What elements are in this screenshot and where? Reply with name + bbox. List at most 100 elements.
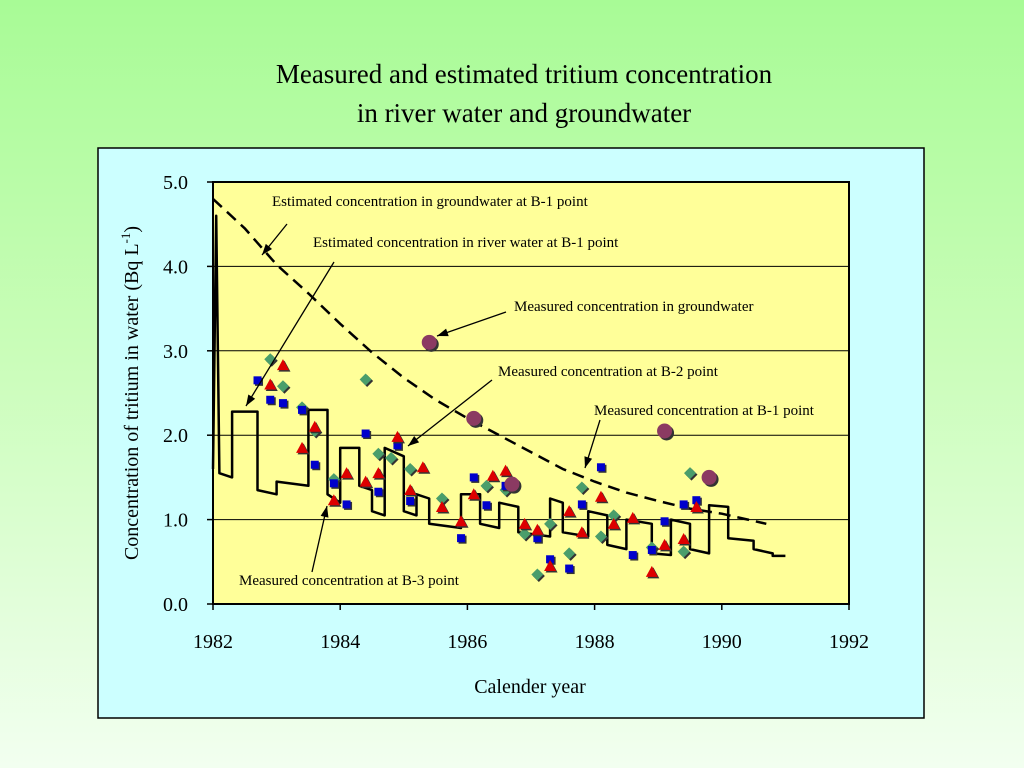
b2-point-marker bbox=[679, 500, 688, 509]
groundwater-point-marker bbox=[466, 410, 482, 426]
x-tick-label: 1992 bbox=[829, 631, 869, 653]
b2-point-marker bbox=[278, 399, 287, 408]
estimated-groundwater-line bbox=[212, 197, 767, 526]
b3-point-marker bbox=[677, 533, 690, 545]
estimated-river-line bbox=[211, 214, 786, 558]
y-tick-label: 2.0 bbox=[163, 425, 188, 447]
leader-arrowhead bbox=[584, 456, 593, 468]
b3-point-marker bbox=[518, 517, 531, 529]
y-tick-label: 0.0 bbox=[163, 594, 188, 616]
b2-point-marker bbox=[310, 460, 319, 469]
b3-point-marker bbox=[594, 490, 607, 502]
y-axis-label-close: ) bbox=[121, 226, 143, 233]
annotation-b3: Measured concentration at B-3 point bbox=[239, 573, 460, 589]
b2-point-marker bbox=[253, 376, 262, 385]
b3-point-marker bbox=[486, 469, 499, 481]
b1-point-marker bbox=[607, 509, 620, 522]
b3-point-marker bbox=[455, 515, 468, 527]
b3-point-marker bbox=[563, 505, 576, 517]
x-tick-label: 1982 bbox=[193, 631, 233, 653]
b3-point-marker bbox=[645, 565, 658, 577]
b2-point-marker bbox=[457, 534, 466, 543]
b3-point-marker bbox=[372, 467, 385, 479]
b3-point-marker bbox=[575, 526, 588, 538]
y-tick-label: 1.0 bbox=[163, 510, 188, 532]
b2-point-marker bbox=[692, 496, 701, 505]
b2-point-marker bbox=[393, 441, 402, 450]
b2-point-marker bbox=[647, 545, 656, 554]
b2-point-marker bbox=[469, 473, 478, 482]
leader-line bbox=[311, 505, 328, 573]
b1-point-marker bbox=[594, 530, 607, 543]
b2-point-marker bbox=[361, 429, 370, 438]
b2-point-marker bbox=[406, 497, 415, 506]
b1-point-marker bbox=[684, 467, 696, 480]
chart-title-line-2: in river water and groundwater bbox=[356, 98, 692, 128]
x-tick-label: 1990 bbox=[702, 631, 742, 653]
b1-point-marker bbox=[435, 492, 448, 505]
b1-point-marker bbox=[404, 462, 417, 475]
groundwater-point-marker bbox=[701, 469, 717, 485]
annotation-leaders bbox=[245, 223, 601, 573]
annotation-meas-groundwater: Measured concentration in groundwater bbox=[514, 299, 754, 315]
annotation-est-groundwater: Estimated concentration in groundwater a… bbox=[272, 194, 589, 210]
y-tick-label: 4.0 bbox=[163, 256, 188, 278]
b3-point-marker bbox=[404, 484, 417, 496]
leader-line bbox=[245, 261, 335, 407]
b3-point-marker bbox=[391, 430, 404, 442]
b3-point-marker bbox=[308, 420, 321, 432]
b3-point-marker bbox=[435, 500, 448, 512]
b2-point-marker bbox=[266, 395, 275, 404]
y-axis-label-sup: -1 bbox=[118, 233, 133, 244]
x-tick-label: 1984 bbox=[320, 631, 360, 653]
b1-point-marker bbox=[518, 527, 531, 540]
b2-point-marker bbox=[565, 564, 574, 573]
b3-point-marker bbox=[690, 500, 703, 512]
y-tick-label: 5.0 bbox=[163, 172, 188, 194]
x-tick-label: 1986 bbox=[447, 631, 487, 653]
b1-point-marker bbox=[677, 545, 690, 558]
annotation-b1: Measured concentration at B-1 point bbox=[594, 403, 815, 419]
chart-title-line-1: Measured and estimated tritium concentra… bbox=[275, 59, 773, 89]
b1-point-marker bbox=[372, 447, 385, 460]
b1-point-marker bbox=[276, 380, 289, 393]
b3-point-marker bbox=[544, 560, 557, 572]
b1-point-marker bbox=[480, 479, 493, 492]
x-axis-label: Calender year bbox=[474, 676, 586, 698]
b1-point-marker bbox=[563, 547, 576, 560]
leader-arrowhead bbox=[320, 506, 329, 518]
leader-arrowhead bbox=[408, 436, 420, 446]
y-axis-ticks: 0.0 1.0 2.0 3.0 4.0 5.0 bbox=[163, 172, 213, 616]
b2-point-marker bbox=[628, 551, 637, 560]
series-lines bbox=[211, 197, 786, 558]
b2-point-marker bbox=[533, 534, 542, 543]
y-axis-label: Concentration of tritium in water (Bq L-… bbox=[118, 226, 143, 560]
b2-point-marker bbox=[298, 405, 307, 414]
b2-point-marker bbox=[342, 500, 351, 509]
b2-point-marker bbox=[596, 463, 605, 472]
leader-line bbox=[436, 311, 507, 337]
b3-point-marker bbox=[416, 461, 429, 473]
b3-point-marker bbox=[499, 464, 512, 476]
x-axis-ticks: 1982 1984 1986 1988 1990 1992 bbox=[193, 604, 869, 653]
b3-point-marker bbox=[531, 523, 544, 535]
b3-point-marker bbox=[359, 475, 372, 487]
b2-point-marker bbox=[329, 479, 338, 488]
leader-arrowhead bbox=[262, 243, 273, 255]
groundwater-point-marker bbox=[504, 476, 520, 492]
b2-point-marker bbox=[546, 555, 555, 564]
b3-point-marker bbox=[626, 511, 639, 523]
annotation-est-river: Estimated concentration in river water a… bbox=[313, 235, 619, 251]
leader-line bbox=[407, 379, 493, 447]
leader-arrowhead bbox=[246, 394, 256, 406]
b3-point-marker bbox=[296, 441, 309, 453]
annotation-b2: Measured concentration at B-2 point bbox=[498, 364, 719, 380]
b1-point-marker bbox=[544, 517, 557, 530]
b3-point-marker bbox=[276, 359, 289, 371]
b1-point-marker bbox=[359, 373, 372, 386]
b3-point-marker bbox=[340, 467, 353, 479]
leader-arrowhead bbox=[437, 328, 449, 337]
b2-point-marker bbox=[660, 517, 669, 526]
b3-point-marker bbox=[658, 538, 671, 550]
